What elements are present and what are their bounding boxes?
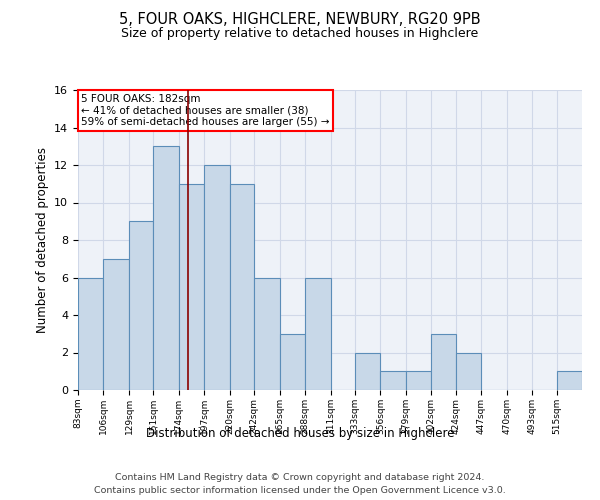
- Bar: [305, 278, 331, 390]
- Bar: [431, 334, 456, 390]
- Bar: [557, 371, 582, 390]
- Bar: [456, 352, 481, 390]
- Bar: [154, 146, 179, 390]
- Bar: [230, 184, 254, 390]
- Text: 5, FOUR OAKS, HIGHCLERE, NEWBURY, RG20 9PB: 5, FOUR OAKS, HIGHCLERE, NEWBURY, RG20 9…: [119, 12, 481, 28]
- Bar: [103, 259, 129, 390]
- Bar: [254, 278, 280, 390]
- Bar: [204, 165, 230, 390]
- Bar: [355, 352, 380, 390]
- Text: Size of property relative to detached houses in Highclere: Size of property relative to detached ho…: [121, 28, 479, 40]
- Bar: [380, 371, 406, 390]
- Bar: [78, 278, 103, 390]
- Text: Contains HM Land Registry data © Crown copyright and database right 2024.: Contains HM Land Registry data © Crown c…: [115, 472, 485, 482]
- Text: Distribution of detached houses by size in Highclere: Distribution of detached houses by size …: [146, 428, 454, 440]
- Y-axis label: Number of detached properties: Number of detached properties: [35, 147, 49, 333]
- Bar: [280, 334, 305, 390]
- Text: Contains public sector information licensed under the Open Government Licence v3: Contains public sector information licen…: [94, 486, 506, 495]
- Text: 5 FOUR OAKS: 182sqm
← 41% of detached houses are smaller (38)
59% of semi-detach: 5 FOUR OAKS: 182sqm ← 41% of detached ho…: [82, 94, 330, 127]
- Bar: [179, 184, 204, 390]
- Bar: [406, 371, 431, 390]
- Bar: [129, 221, 154, 390]
